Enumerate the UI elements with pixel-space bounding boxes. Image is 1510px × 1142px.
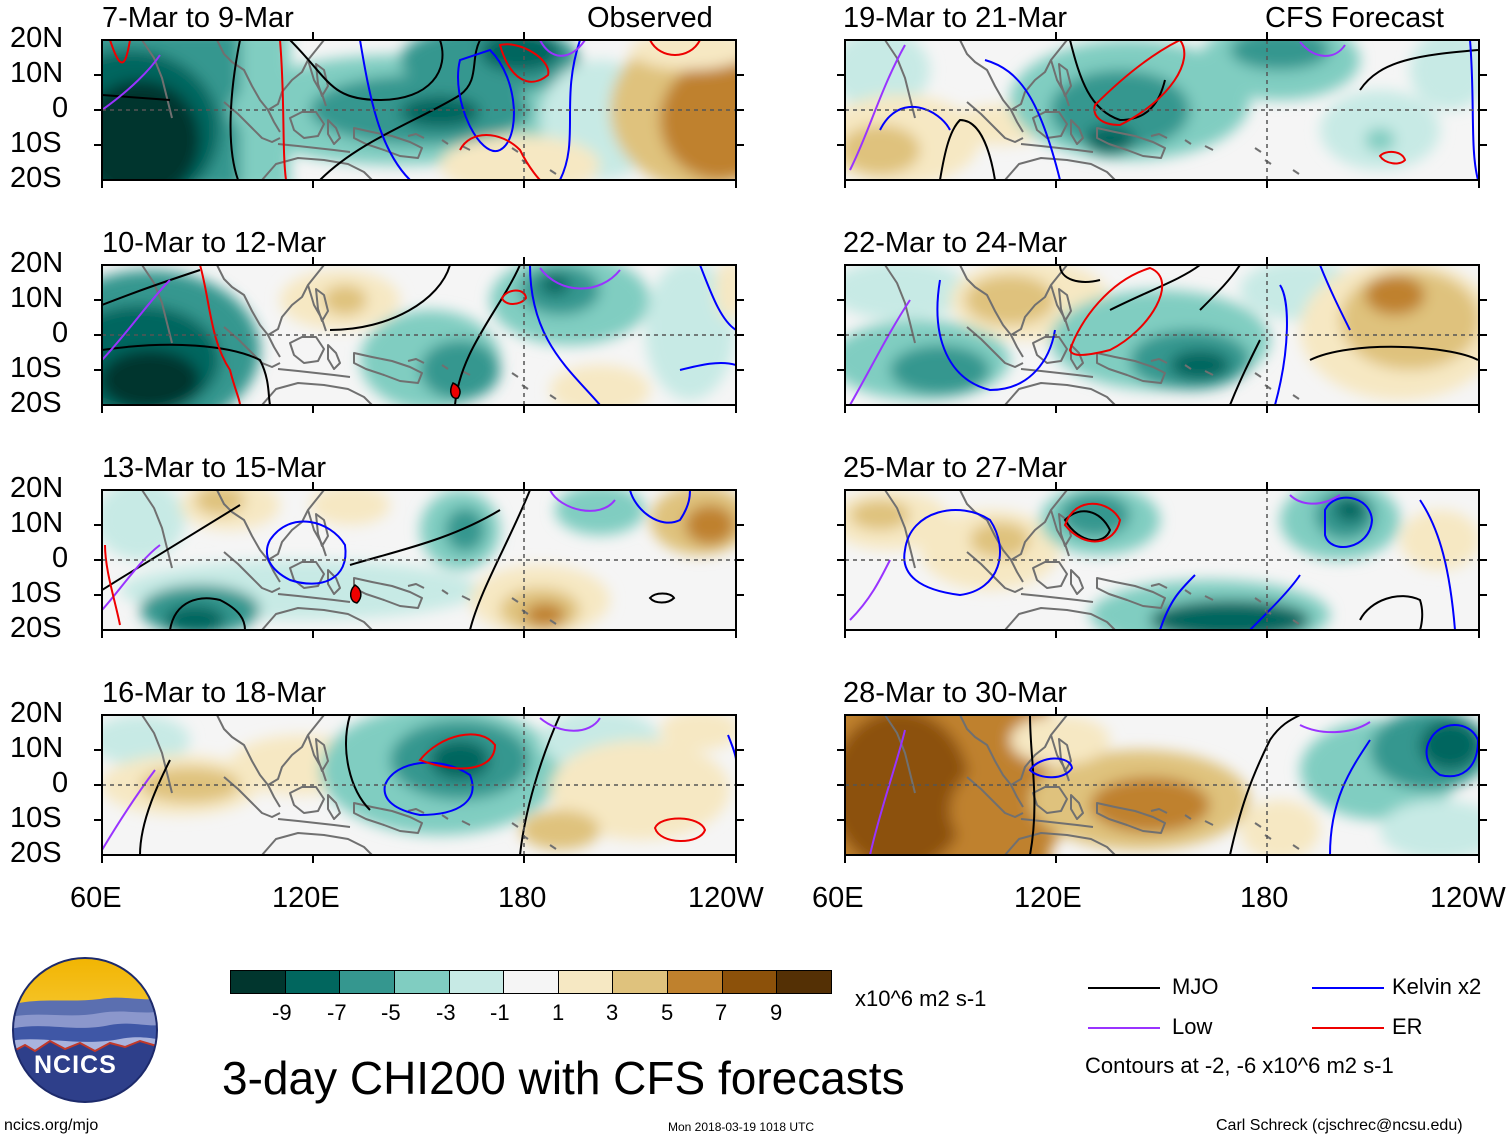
cfs-forecast-label: CFS Forecast <box>1265 2 1444 34</box>
colorbar-swatch <box>668 971 723 993</box>
lon-label: 60E <box>812 882 864 914</box>
colorbar-swatch <box>394 971 450 993</box>
panel-title-3: 13-Mar to 15-Mar <box>102 452 327 484</box>
lat-label: 20S <box>10 837 62 869</box>
lat-label: 10S <box>10 352 62 384</box>
colorbar-label: 9 <box>770 1000 783 1025</box>
colorbar-swatch <box>722 971 778 993</box>
lon-label: 180 <box>1240 882 1289 914</box>
lat-label: 20S <box>10 162 62 194</box>
lat-label: 10N <box>10 732 64 764</box>
panel-4 <box>102 715 736 855</box>
lat-label: 20N <box>10 697 64 729</box>
lat-label: 20N <box>10 472 64 504</box>
lon-label: 180 <box>498 882 547 914</box>
panel-title-5: 19-Mar to 21-Mar <box>843 2 1068 34</box>
colorbar-label: 3 <box>606 1000 619 1025</box>
colorbar-label: 7 <box>715 1000 728 1025</box>
panel-title-2: 10-Mar to 12-Mar <box>102 227 327 259</box>
lon-label: 120W <box>688 882 764 914</box>
lat-label: 10N <box>10 57 64 89</box>
ncics-logo <box>12 957 158 1103</box>
main-title: 3-day CHI200 with CFS forecasts <box>222 1052 905 1104</box>
legend-mjo: MJO <box>1172 974 1219 999</box>
footer-url: ncics.org/mjo <box>4 1117 99 1134</box>
lat-label: 20S <box>10 387 62 419</box>
panel-title-7: 25-Mar to 27-Mar <box>843 452 1068 484</box>
colorbar-label: -1 <box>490 1000 510 1025</box>
legend-low: Low <box>1172 1014 1213 1039</box>
colorbar-label: -9 <box>272 1000 292 1025</box>
colorbar-swatch <box>340 971 395 993</box>
lat-label: 20N <box>10 247 64 279</box>
panel-2 <box>102 265 736 405</box>
lat-label: 20S <box>10 612 62 644</box>
lon-label: 120E <box>1014 882 1082 914</box>
lat-label: 0 <box>52 92 69 124</box>
legend-kelvin: Kelvin x2 <box>1392 974 1482 999</box>
colorbar-swatch <box>449 971 505 993</box>
colorbar-label: -3 <box>436 1000 456 1025</box>
footer-credit: Carl Schreck (cjschrec@ncsu.edu) <box>1216 1117 1463 1134</box>
lat-label: 10S <box>10 802 62 834</box>
colorbar-swatch <box>231 971 286 993</box>
mjo-line <box>1088 987 1160 989</box>
lat-label: 10S <box>10 127 62 159</box>
panel-title-4: 16-Mar to 18-Mar <box>102 677 327 709</box>
panel-8 <box>845 715 1478 855</box>
colorbar-label: -7 <box>327 1000 347 1025</box>
panel-7 <box>845 490 1478 630</box>
lon-label: 120E <box>272 882 340 914</box>
map-panels <box>93 31 1488 864</box>
colorbar <box>230 970 832 994</box>
lon-label: 120W <box>1430 882 1506 914</box>
contours-note: Contours at -2, -6 x10^6 m2 s-1 <box>1085 1053 1394 1078</box>
footer-timestamp: Mon 2018-03-19 1018 UTC <box>668 1120 815 1134</box>
colorbar-swatch <box>558 971 614 993</box>
lat-label: 0 <box>52 317 69 349</box>
panel-1 <box>102 40 736 180</box>
panel-5 <box>845 40 1478 180</box>
logo-text: NCICS <box>34 1051 117 1079</box>
lat-label: 20N <box>10 22 64 54</box>
lat-label: 10N <box>10 282 64 314</box>
lat-label: 0 <box>52 767 69 799</box>
colorbar-swatch <box>777 971 832 993</box>
lat-label: 0 <box>52 542 69 574</box>
low-line <box>1088 1027 1160 1029</box>
panel-6 <box>845 265 1478 405</box>
panel-title-8: 28-Mar to 30-Mar <box>843 677 1068 709</box>
colorbar-swatch <box>613 971 669 993</box>
colorbar-units: x10^6 m2 s-1 <box>855 986 987 1011</box>
colorbar-swatch <box>285 971 341 993</box>
panel-title-1: 7-Mar to 9-Mar <box>102 2 294 34</box>
lat-label: 10S <box>10 577 62 609</box>
er-line <box>1312 1027 1384 1029</box>
kelvin-line <box>1312 987 1384 989</box>
panel-title-6: 22-Mar to 24-Mar <box>843 227 1068 259</box>
colorbar-label: -5 <box>381 1000 401 1025</box>
panel-3 <box>102 490 736 630</box>
observed-label: Observed <box>587 2 713 34</box>
colorbar-label: 1 <box>552 1000 565 1025</box>
colorbar-swatch <box>504 971 559 993</box>
colorbar-label: 5 <box>661 1000 674 1025</box>
legend-er: ER <box>1392 1014 1423 1039</box>
lon-label: 60E <box>70 882 122 914</box>
lat-label: 10N <box>10 507 64 539</box>
